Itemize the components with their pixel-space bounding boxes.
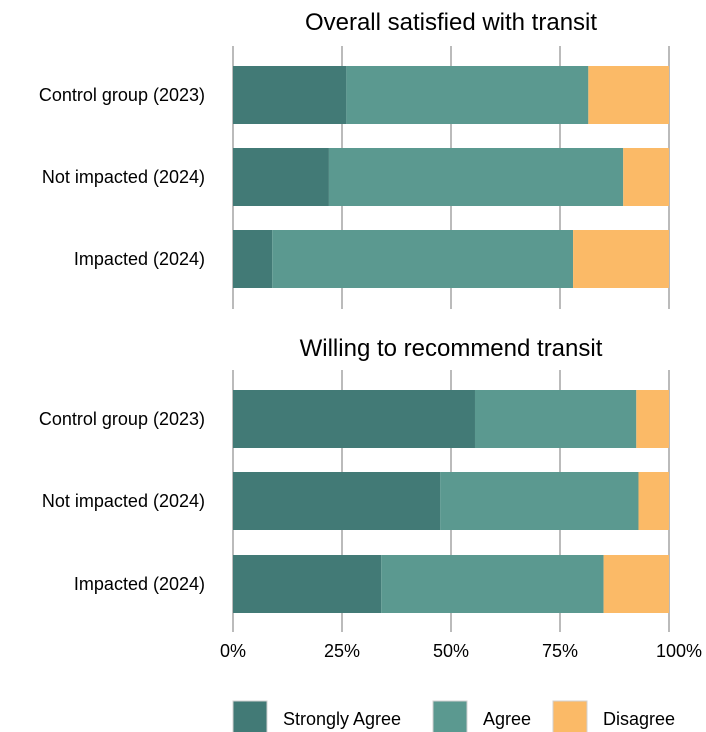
x-axis: 0% 25% 50% 75% 100% — [220, 641, 702, 661]
legend-label: Disagree — [603, 709, 675, 729]
chart-panel-1: Overall satisfied with transit Control gr… — [39, 9, 670, 309]
category-label: Not impacted (2024) — [42, 491, 205, 511]
bar-segment-strongly-agree — [233, 472, 441, 530]
category-label: Control group (2023) — [39, 85, 205, 105]
bar-segment-disagree — [638, 472, 669, 530]
category-label: Not impacted (2024) — [42, 167, 205, 187]
x-tick-label: 50% — [433, 641, 469, 661]
bar-segment-agree — [381, 555, 604, 613]
bar-segment-agree — [440, 472, 639, 530]
category-label: Impacted (2024) — [74, 249, 205, 269]
bar-segment-strongly-agree — [233, 148, 329, 206]
bar-segment-strongly-agree — [233, 555, 382, 613]
legend-swatch-strongly-agree — [232, 700, 268, 732]
bar-segment-disagree — [573, 230, 669, 288]
bar-segment-agree — [272, 230, 574, 288]
bar-segment-agree — [346, 66, 589, 124]
chart-panel-2: Willing to recommend transit Control grou… — [39, 335, 670, 632]
bar-segment-strongly-agree — [233, 390, 475, 448]
x-tick-label: 25% — [324, 641, 360, 661]
legend-label: Agree — [483, 709, 531, 729]
x-tick-label: 0% — [220, 641, 246, 661]
legend-swatch-disagree — [552, 700, 588, 732]
bar-segment-strongly-agree — [233, 230, 273, 288]
bar-segment-strongly-agree — [233, 66, 347, 124]
legend: Strongly Agree Agree Disagree — [232, 700, 675, 732]
x-tick-label: 100% — [656, 641, 702, 661]
bar-segment-disagree — [588, 66, 669, 124]
bar-segment-agree — [328, 148, 624, 206]
x-tick-label: 75% — [542, 641, 578, 661]
bar-segment-disagree — [623, 148, 669, 206]
bar-segment-disagree — [636, 390, 669, 448]
panel-title: Willing to recommend transit — [300, 335, 603, 362]
legend-swatch-agree — [432, 700, 468, 732]
category-label: Impacted (2024) — [74, 574, 205, 594]
legend-label: Strongly Agree — [283, 709, 401, 729]
bar-segment-agree — [474, 390, 637, 448]
panel-title: Overall satisfied with transit — [305, 9, 597, 36]
bar-segment-disagree — [603, 555, 669, 613]
category-label: Control group (2023) — [39, 409, 205, 429]
